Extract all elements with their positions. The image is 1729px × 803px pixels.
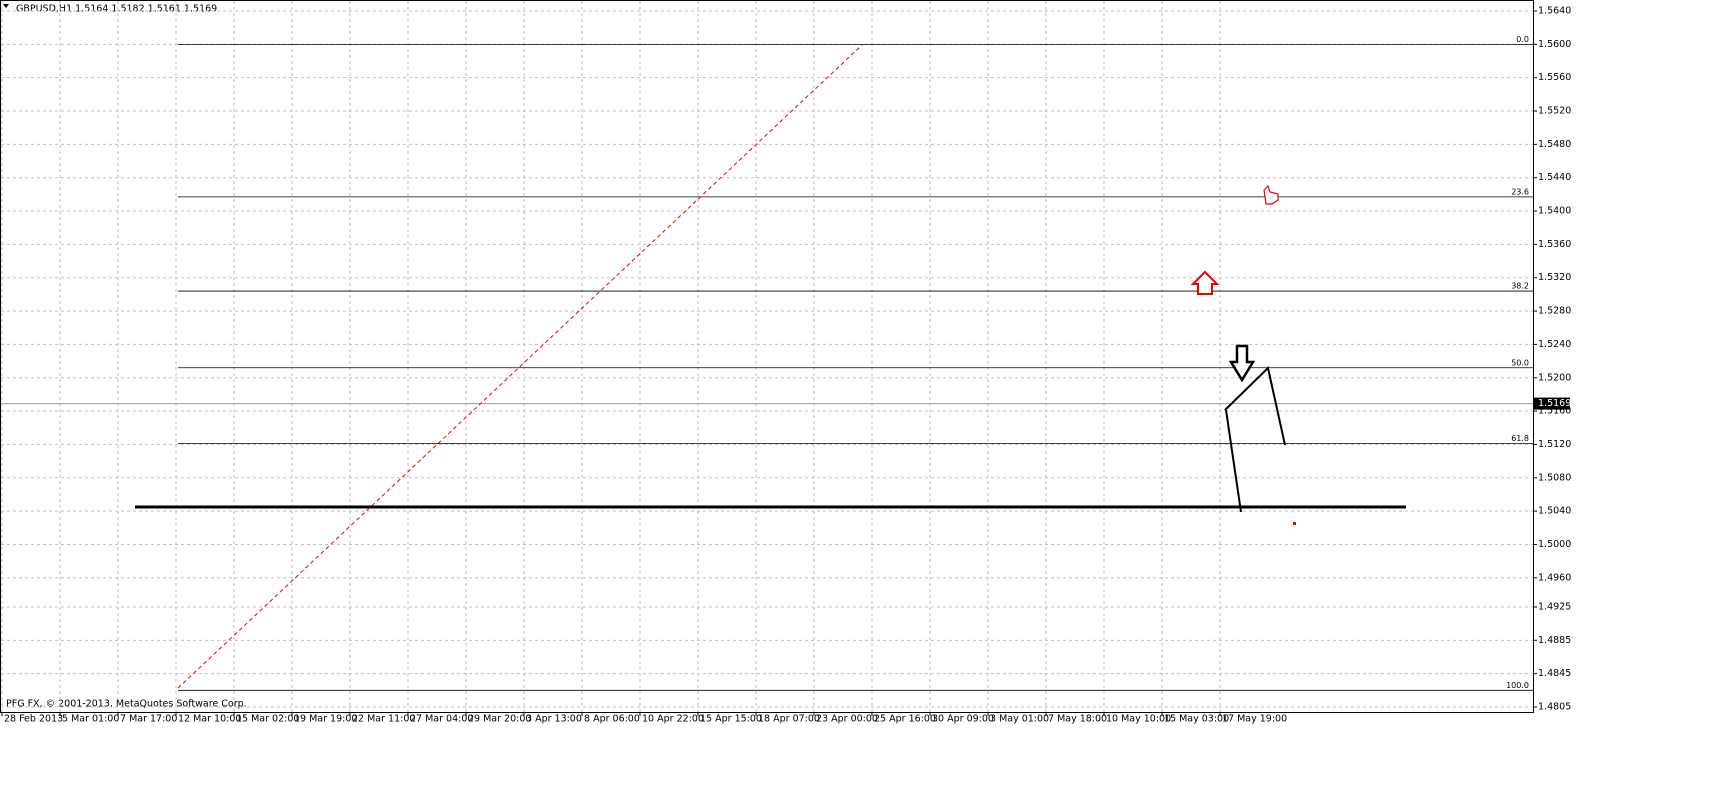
y-tick-label: 1.5040 xyxy=(1538,506,1571,517)
y-tick-label: 1.5480 xyxy=(1538,139,1571,150)
x-tick-label: 25 Apr 16:00 xyxy=(874,714,936,725)
x-tick-label: 7 May 18:00 xyxy=(1048,714,1107,725)
hand-icon xyxy=(1263,184,1279,205)
down-arrow xyxy=(1228,344,1256,383)
x-tick-label: 22 Mar 11:00 xyxy=(352,714,415,725)
x-tick-label: 12 Mar 10:00 xyxy=(178,714,241,725)
fibo-label: 50.0 xyxy=(1511,358,1529,367)
y-tick-label: 1.5640 xyxy=(1538,6,1571,17)
y-tick-label: 1.4960 xyxy=(1538,572,1571,583)
marker-dot xyxy=(1293,522,1296,525)
plot-frame xyxy=(0,0,1534,713)
fibo-label: 23.6 xyxy=(1511,187,1529,196)
x-tick-label: 10 Apr 22:00 xyxy=(642,714,704,725)
projection-line xyxy=(1225,409,1242,513)
x-tick-label: 3 May 01:00 xyxy=(990,714,1049,725)
fibo-label: 38.2 xyxy=(1511,282,1529,291)
x-tick-label: 27 Mar 04:00 xyxy=(410,714,473,725)
x-tick-label: 29 Mar 20:00 xyxy=(468,714,531,725)
x-tick-label: 5 Mar 01:00 xyxy=(62,714,119,725)
x-tick-label: 18 Apr 07:00 xyxy=(758,714,820,725)
projection-line xyxy=(1224,366,1286,446)
y-tick-label: 1.4845 xyxy=(1538,668,1571,679)
current-price-box xyxy=(1534,397,1570,410)
y-tick-label: 1.5520 xyxy=(1538,106,1571,117)
current-price-label: 1.5169 xyxy=(1538,398,1571,409)
y-tick-label: 1.5240 xyxy=(1538,339,1571,350)
y-tick-label: 1.5360 xyxy=(1538,239,1571,250)
title-icon xyxy=(3,4,9,8)
y-tick-label: 1.5120 xyxy=(1538,439,1571,450)
y-tick-label: 1.5440 xyxy=(1538,172,1571,183)
y-tick-label: 1.5200 xyxy=(1538,372,1571,383)
x-tick-label: 7 Mar 17:00 xyxy=(120,714,177,725)
x-tick-label: 17 May 19:00 xyxy=(1222,714,1287,725)
y-tick-label: 1.5080 xyxy=(1538,472,1571,483)
up-arrow xyxy=(1190,270,1220,295)
y-tick-label: 1.5280 xyxy=(1538,306,1571,317)
y-tick-label: 1.4885 xyxy=(1538,635,1571,646)
fibo-label: 100.0 xyxy=(1506,681,1529,690)
x-tick-label: 19 Mar 19:00 xyxy=(294,714,357,725)
x-tick-label: 15 Mar 02:00 xyxy=(236,714,299,725)
x-tick-label: 3 Apr 13:00 xyxy=(526,714,582,725)
plot: 1.5640 1.5600 1.5560 1.5520 1.5480 1.5440 1.54… xyxy=(1,1,1571,725)
y-tick-label: 1.5560 xyxy=(1538,72,1571,83)
y-tick-label: 1.5400 xyxy=(1538,206,1571,217)
y-tick-label: 1.5160 xyxy=(1538,406,1571,417)
x-tick-label: 28 Feb 2013 xyxy=(4,714,63,725)
chart-title: GBPUSD,H1 1.5164 1.5182 1.5161 1.5169 xyxy=(16,4,217,15)
x-tick-label: 15 May 03:00 xyxy=(1164,714,1229,725)
x-tick-label: 8 Apr 06:00 xyxy=(584,714,640,725)
fibo-label: 61.8 xyxy=(1511,434,1529,443)
x-tick-label: 23 Apr 00:00 xyxy=(816,714,878,725)
y-tick-label: 1.5600 xyxy=(1538,39,1571,50)
y-tick-label: 1.4925 xyxy=(1538,601,1571,612)
fibo-label: 0.0 xyxy=(1516,35,1529,44)
x-tick-label: 30 Apr 09:00 xyxy=(932,714,994,725)
y-tick-label: 1.5320 xyxy=(1538,272,1571,283)
y-tick-label: 1.5000 xyxy=(1538,539,1571,550)
x-tick-label: 10 May 10:00 xyxy=(1106,714,1171,725)
fibo-trendline xyxy=(177,44,863,689)
footer: PFG FX, © 2001-2013, MetaQuotes Software… xyxy=(6,699,247,710)
x-tick-label: 15 Apr 15:00 xyxy=(700,714,762,725)
y-tick-label: 1.4805 xyxy=(1538,701,1571,712)
